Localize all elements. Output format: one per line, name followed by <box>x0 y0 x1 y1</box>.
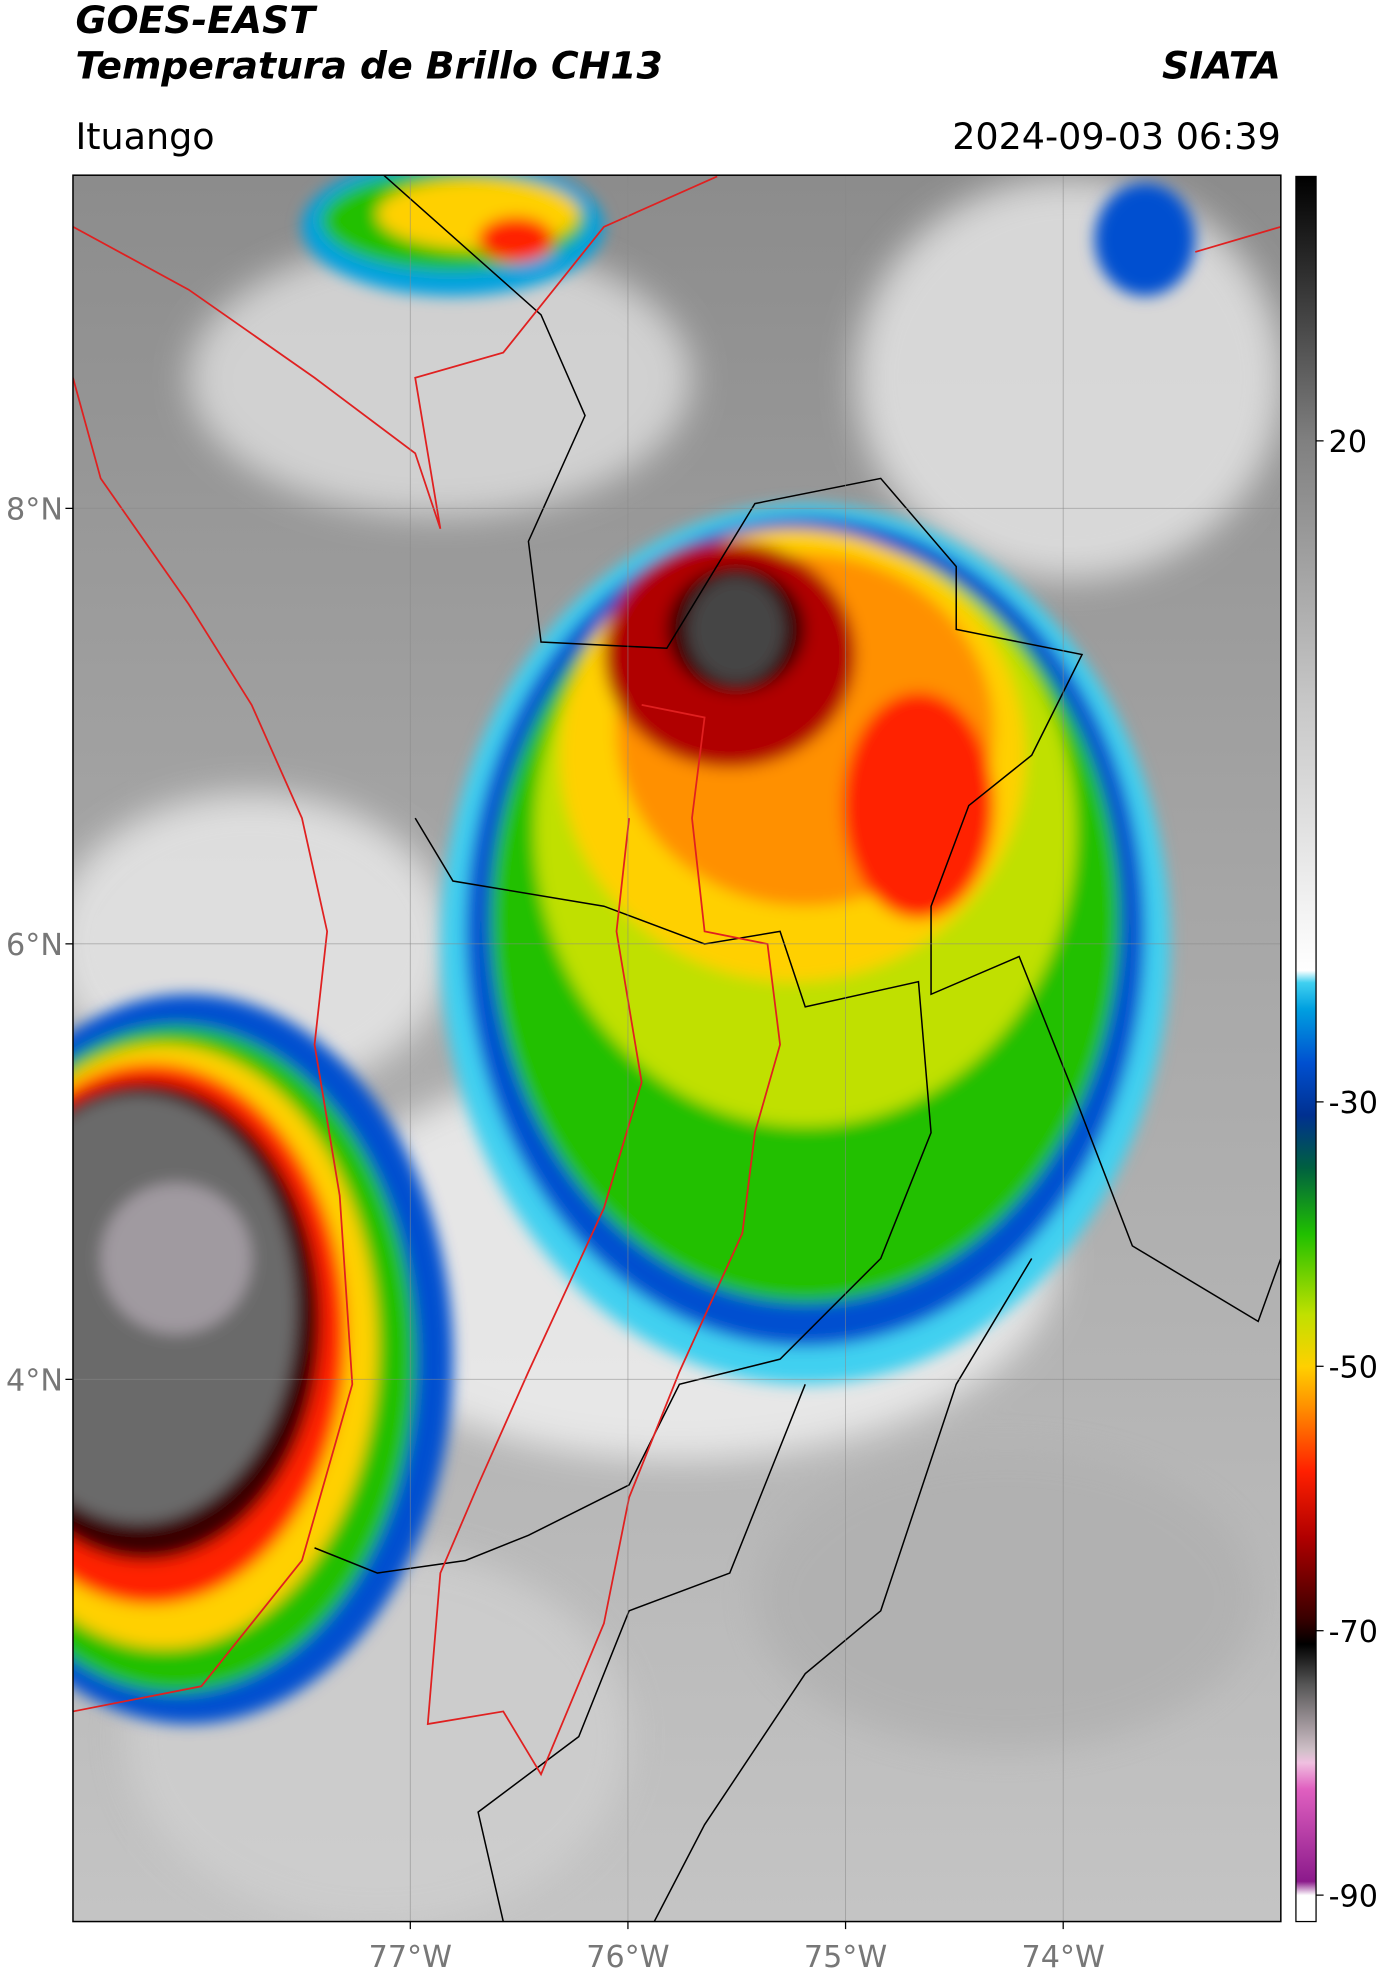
lon-tick-label: 74°W <box>1022 1940 1105 1975</box>
timestamp: 2024-09-03 06:39 <box>952 115 1281 158</box>
title: GOES-EAST <box>75 0 318 42</box>
colorbar <box>1295 175 1317 1923</box>
border <box>653 1258 1033 1922</box>
colorbar-tick-label: -70 <box>1329 1615 1378 1650</box>
lon-tick-label: 76°W <box>586 1940 669 1975</box>
colorbar-tick-label: -50 <box>1329 1351 1378 1386</box>
colorbar-tick-label: 20 <box>1329 425 1367 460</box>
border <box>383 175 1281 1323</box>
location: Ituango <box>75 115 214 158</box>
border-red <box>72 377 354 1713</box>
border-red <box>426 704 781 1777</box>
colorbar-tick-label: -30 <box>1329 1086 1378 1121</box>
agency: SIATA <box>1162 43 1281 87</box>
border-red <box>72 175 718 530</box>
border-red <box>1195 225 1281 253</box>
lon-tick-label: 77°W <box>369 1940 452 1975</box>
map-frame <box>72 174 1282 1923</box>
satellite-image <box>72 175 1281 1922</box>
graticule <box>72 175 1281 1922</box>
lon-tick-label: 75°W <box>804 1940 887 1975</box>
lat-tick-label: 6°N <box>6 928 63 963</box>
lat-tick-label: 4°N <box>6 1364 63 1399</box>
border <box>477 1384 806 1922</box>
colorbar-tick-label: -90 <box>1329 1879 1378 1914</box>
subtitle: Temperatura de Brillo CH13 <box>75 43 662 87</box>
lat-tick-label: 8°N <box>6 493 63 528</box>
border <box>314 817 932 1574</box>
